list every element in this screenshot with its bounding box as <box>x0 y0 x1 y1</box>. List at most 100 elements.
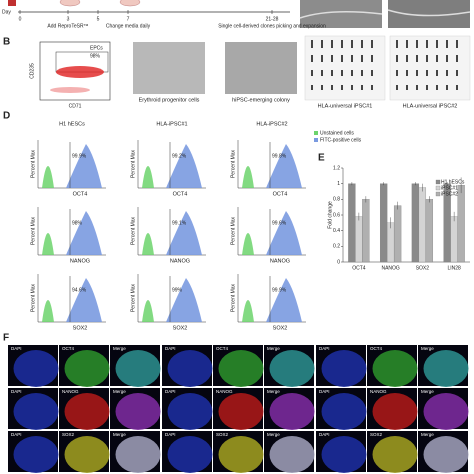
marker-name: SOX2 <box>73 325 88 331</box>
chromosome <box>416 55 418 62</box>
colony-signal <box>64 393 110 430</box>
colony-signal <box>13 436 59 473</box>
bar <box>457 185 465 263</box>
colony-signal <box>167 350 213 387</box>
legend-label: FITC-positive cells <box>320 137 362 143</box>
panel-label: E <box>318 153 325 164</box>
chromosome <box>321 85 323 90</box>
day-number: 0 <box>19 16 22 22</box>
y-axis-label: Percent Max <box>30 283 36 312</box>
chromosome <box>406 85 408 90</box>
fitc-histogram <box>166 278 202 322</box>
chromosome <box>456 40 458 48</box>
marker-name: NANOG <box>70 258 90 264</box>
chromosome <box>416 40 418 48</box>
legend-label: H1 hESCs <box>441 179 465 185</box>
colony-signal <box>372 393 418 430</box>
legend-swatch <box>314 131 318 135</box>
fitc-histogram <box>66 211 102 255</box>
chromosome <box>371 40 373 48</box>
chromosome <box>456 70 458 76</box>
marker-name: OCT4 <box>173 191 188 197</box>
gate-name: EPCs <box>90 45 103 51</box>
x-tick-label: SOX2 <box>416 265 430 271</box>
chromosome <box>371 70 373 76</box>
chromosome <box>351 40 353 48</box>
chromosome <box>311 40 313 48</box>
channel-label: Merge <box>113 432 126 437</box>
chromosome <box>426 55 428 62</box>
chromosome <box>396 85 398 90</box>
day-label: Day <box>2 9 11 15</box>
x-tick-label: NANOG <box>381 265 399 271</box>
marker-name: NANOG <box>170 258 190 264</box>
y-axis-title: Fold change <box>327 201 333 229</box>
timeline-step: Single cell-derived clones picking and e… <box>218 23 326 29</box>
channel-label: SOX2 <box>216 432 229 437</box>
chromosome <box>311 55 313 62</box>
unstained-histogram <box>242 300 254 322</box>
chromosome <box>311 70 313 76</box>
legend-swatch <box>435 191 441 197</box>
channel-label: Merge <box>421 346 434 351</box>
positive-percent: 94.6% <box>72 287 87 293</box>
bar <box>411 183 420 263</box>
chromosome <box>446 55 448 62</box>
channel-label: OCT4 <box>216 346 228 351</box>
channel-label: Merge <box>113 389 126 394</box>
panel-label: B <box>3 37 10 48</box>
column-title: HLA-iPSC#1 <box>156 121 187 127</box>
chromosome <box>321 55 323 62</box>
fitc-histogram <box>166 144 202 188</box>
day-number: 21-28 <box>266 16 279 22</box>
image-caption: HLA-universal iPSC#1 <box>318 103 373 109</box>
colony-signal <box>167 393 213 430</box>
fitc-histogram <box>266 144 302 188</box>
channel-label: Merge <box>421 389 434 394</box>
timeline-step: Change media daily <box>106 23 151 29</box>
y-tick-label: 1 <box>337 181 340 187</box>
fitc-histogram <box>66 278 102 322</box>
chromosome <box>361 70 363 76</box>
chromosome <box>416 85 418 90</box>
colony-signal <box>64 436 110 473</box>
y-axis-label: Percent Max <box>230 216 236 245</box>
channel-label: OCT4 <box>62 346 74 351</box>
bar <box>450 216 458 263</box>
channel-label: NANOG <box>370 389 387 394</box>
bar <box>386 222 395 263</box>
y-tick-label: 1.2 <box>333 165 340 171</box>
chromosome <box>406 55 408 62</box>
colony-signal <box>64 350 110 387</box>
legend-swatch <box>314 138 318 142</box>
bar <box>362 199 370 263</box>
bar <box>348 183 356 263</box>
image-caption: HLA-universal iPSC#2 <box>403 103 458 109</box>
channel-label: SOX2 <box>62 432 75 437</box>
chromosome <box>371 85 373 90</box>
colony-signal <box>218 350 264 387</box>
channel-label: Merge <box>421 432 434 437</box>
dish-icon <box>119 0 141 7</box>
unstained-histogram <box>142 300 154 322</box>
channel-label: DAPI <box>319 346 330 351</box>
y-tick-label: 0 <box>337 259 340 265</box>
positive-percent: 99.8% <box>272 153 287 159</box>
chromosome <box>361 85 363 90</box>
colony-signal <box>13 393 59 430</box>
chromosome <box>321 70 323 76</box>
colony-signal <box>269 350 315 387</box>
colony-signal <box>218 436 264 473</box>
chromosome <box>396 70 398 76</box>
colony-signal <box>269 393 315 430</box>
legend-label: Unstained cells <box>320 130 354 136</box>
y-axis-label: CD235 <box>29 63 35 79</box>
y-axis-label: Percent Max <box>130 283 136 312</box>
chromosome <box>436 40 438 48</box>
channel-label: SOX2 <box>370 432 383 437</box>
panel-label: D <box>3 111 10 122</box>
y-tick-label: 0.8 <box>333 197 340 203</box>
fitc-histogram <box>266 211 302 255</box>
colony-signal <box>115 436 161 473</box>
